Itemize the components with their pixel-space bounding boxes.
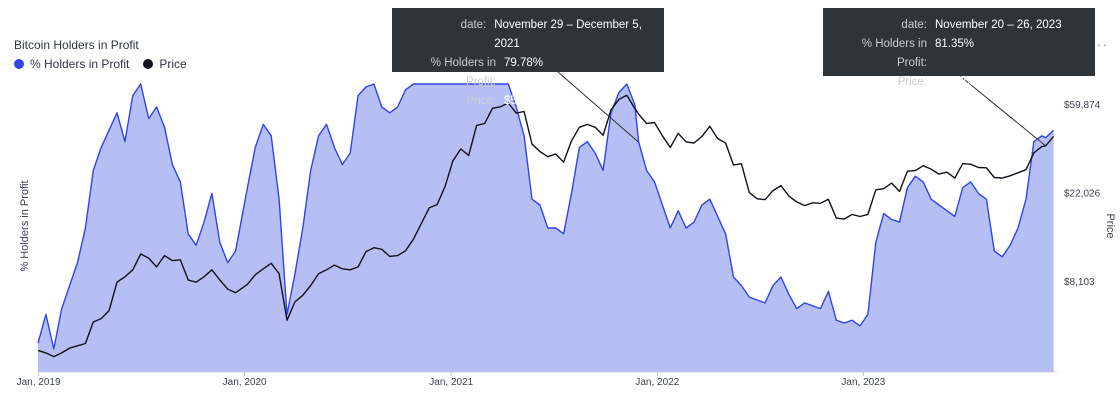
holders-area <box>38 84 1054 372</box>
x-tick-label: Jan, 2019 <box>17 377 61 388</box>
tooltip-holders-value: 81.35% <box>935 38 975 50</box>
tooltip-date-value: November 20 – 26, 2023 <box>935 19 1062 31</box>
x-tick-label: Jan, 2021 <box>429 377 473 388</box>
y-axis-label-right: Price <box>1104 213 1116 239</box>
legend-dot-price-icon <box>143 59 154 69</box>
legend-item-holders[interactable]: % Holders in Profit <box>14 57 129 71</box>
legend-label-holders: % Holders in Profit <box>30 57 130 71</box>
chart-title: Bitcoin Holders in Profit <box>14 38 139 52</box>
x-tick-label: Jan, 2023 <box>841 377 885 388</box>
tooltip-holders-label: % Holders in Profit: <box>430 57 496 88</box>
price-line <box>37 94 1055 358</box>
legend: % Holders in Profit Price <box>14 57 187 71</box>
legend-item-price[interactable]: Price <box>143 57 187 71</box>
tooltip-holders-value: 79.78% <box>504 57 544 69</box>
tooltip-pointer-line <box>557 71 640 143</box>
tooltip-date-value: November 29 – December 5, 2021 <box>494 19 642 50</box>
tooltip-2021: date: November 29 – December 5, 2021 % Ho… <box>392 8 664 107</box>
more-dots-icon[interactable]: ··· <box>1091 36 1108 52</box>
y-axis-label-left: % Holders in Profit <box>19 180 31 272</box>
y-tick-label-right: $8,103 <box>1064 277 1095 288</box>
legend-dot-holders-icon <box>14 59 24 69</box>
tooltip-date-label: date: <box>460 19 487 31</box>
y-tick-label-right: $59,874 <box>1064 100 1101 111</box>
tooltip-date-label: date: <box>901 19 927 31</box>
tooltip-2023: date: November 20 – 26, 2023 % Holders in… <box>823 8 1095 88</box>
x-tick-label: Jan, 2022 <box>635 377 679 388</box>
y-tick-label-right: $22,026 <box>1064 188 1101 199</box>
tooltip-price-label: Price: <box>466 95 496 107</box>
x-tick-label: Jan, 2020 <box>223 377 267 388</box>
tooltip-price-label: Price: <box>897 76 927 88</box>
legend-label-price: Price <box>159 57 187 71</box>
tooltip-price-value: $53,388 <box>504 95 546 107</box>
tooltip-holders-label: % Holders in Profit: <box>861 38 927 69</box>
tooltip-price-value: $37,302 <box>935 76 977 88</box>
tooltip-pointer-line <box>959 75 1047 147</box>
holders-line <box>37 83 1055 350</box>
